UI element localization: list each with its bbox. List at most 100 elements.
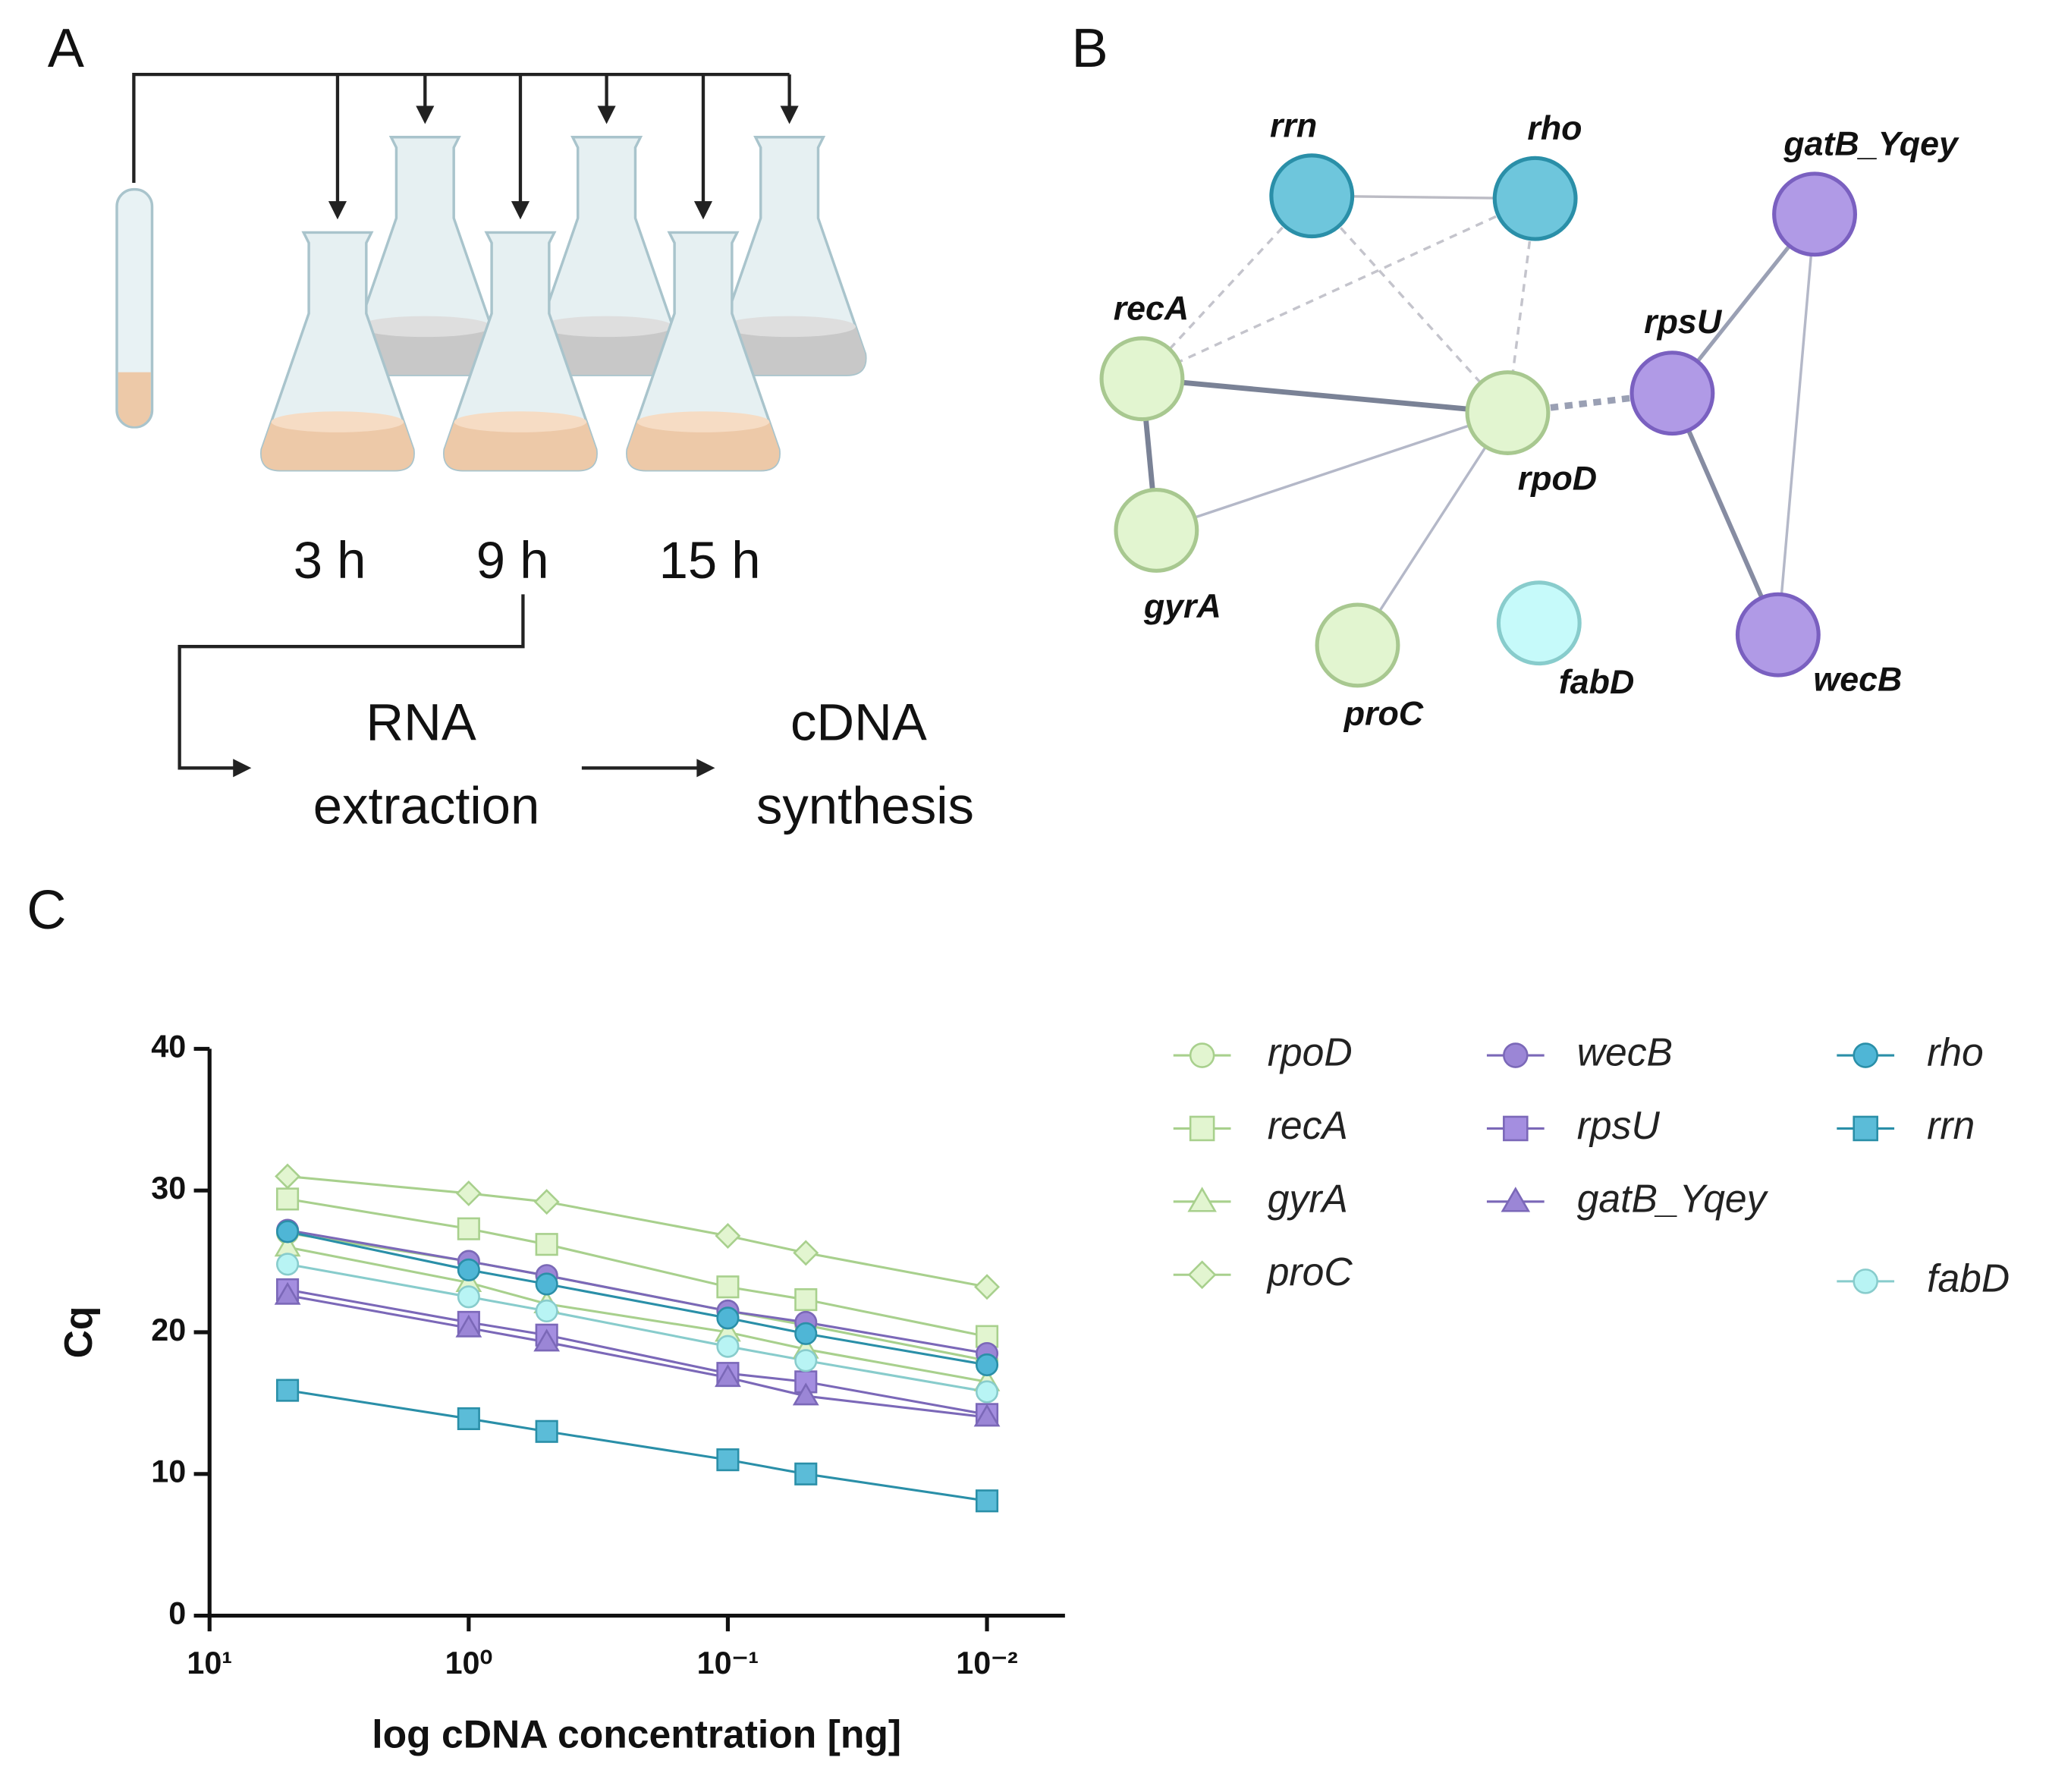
legend-label: rpsU xyxy=(1577,1103,1661,1147)
panel-c: C log cDNA concentration [ng] Cq 0 10 20 30… xyxy=(27,880,2010,1756)
legend-label: rrn xyxy=(1927,1103,1975,1147)
node-label: recA xyxy=(1114,290,1189,328)
marker xyxy=(535,1272,558,1296)
node xyxy=(1772,171,1858,257)
marker xyxy=(1503,1115,1529,1142)
node-label: gyrA xyxy=(1143,587,1221,625)
marker xyxy=(457,1285,480,1309)
legend-label: rho xyxy=(1927,1030,1984,1074)
marker xyxy=(1853,1042,1878,1068)
marker xyxy=(975,1380,999,1404)
liquid-surface xyxy=(636,411,770,432)
node-label: rpsU xyxy=(1644,303,1723,341)
edge xyxy=(1155,411,1509,532)
node xyxy=(1269,153,1355,239)
marker xyxy=(793,1240,819,1266)
node xyxy=(1315,602,1400,688)
marker xyxy=(1503,1042,1529,1068)
marker xyxy=(794,1349,818,1372)
arrow-head xyxy=(328,201,347,220)
series-line xyxy=(287,1294,988,1419)
arrows xyxy=(132,72,790,770)
node-label: rho xyxy=(1527,109,1582,147)
y-tick-label: 10 xyxy=(151,1454,186,1489)
marker xyxy=(974,1274,1001,1300)
legend-label: recA xyxy=(1268,1103,1348,1147)
marker xyxy=(1853,1115,1878,1142)
y-tick-label: 0 xyxy=(168,1596,186,1630)
node xyxy=(1492,156,1578,241)
node xyxy=(1496,580,1582,666)
arrow-head xyxy=(416,105,435,124)
flask-liquid xyxy=(261,422,414,470)
tube-liquid xyxy=(118,372,151,427)
node-label: gatB_Yqey xyxy=(1783,125,1959,163)
panel-b: B rrn rho gatB_Yqey recA rpoD rpsU gyrA proC fab… xyxy=(1071,18,1959,732)
arrow-head xyxy=(693,201,713,220)
node-label: rpoD xyxy=(1518,459,1597,497)
marker xyxy=(276,1220,300,1243)
marker xyxy=(276,1253,300,1276)
time-label: 15 h xyxy=(659,531,761,589)
marker xyxy=(455,1314,482,1338)
step-label: cDNA xyxy=(790,693,927,751)
marker xyxy=(794,1322,818,1345)
marker xyxy=(1501,1187,1531,1212)
marker xyxy=(274,1281,301,1305)
marker xyxy=(457,1217,480,1240)
y-tick-label: 20 xyxy=(151,1313,186,1347)
marker xyxy=(975,1353,999,1377)
node xyxy=(1099,336,1185,422)
node xyxy=(1114,488,1199,573)
legend-label: gyrA xyxy=(1268,1176,1348,1220)
step-label: RNA xyxy=(366,693,476,751)
edge xyxy=(1356,412,1509,646)
legend-label: rpoD xyxy=(1268,1030,1353,1074)
marker xyxy=(973,1404,1001,1427)
arrow-heads xyxy=(233,759,715,778)
marker xyxy=(975,1489,999,1513)
marker xyxy=(1187,1260,1217,1290)
marker xyxy=(1189,1115,1215,1142)
edge xyxy=(1142,376,1508,416)
step-label: synthesis xyxy=(756,777,974,835)
x-tick-label: 10⁰ xyxy=(445,1646,493,1680)
legend-label: gatB_Yqey xyxy=(1577,1176,1769,1220)
flask-liquid xyxy=(349,326,501,376)
liquid-surface xyxy=(454,411,587,432)
node-label: rrn xyxy=(1270,107,1317,145)
y-tick-label: 40 xyxy=(151,1029,186,1064)
series-line xyxy=(287,1230,988,1366)
marker xyxy=(715,1364,741,1388)
node-label: fabD xyxy=(1559,663,1634,701)
liquid-surface xyxy=(723,316,856,338)
node xyxy=(1465,370,1551,455)
arrow-head xyxy=(511,201,530,220)
marker xyxy=(457,1407,480,1431)
liquid-surface xyxy=(540,316,673,338)
edge xyxy=(1310,195,1509,414)
edge xyxy=(1141,197,1536,380)
time-label: 9 h xyxy=(476,531,549,589)
x-axis-label: log cDNA concentration [ng] xyxy=(372,1712,901,1756)
marker xyxy=(457,1258,480,1281)
marker xyxy=(716,1335,740,1358)
marker xyxy=(1189,1042,1215,1068)
marker xyxy=(535,1233,558,1256)
marker xyxy=(275,1163,301,1190)
series-line xyxy=(287,1174,988,1288)
x-tick-label: 10⁻¹ xyxy=(697,1646,759,1680)
y-tick-label: 30 xyxy=(151,1171,186,1206)
arrow-head xyxy=(780,105,799,124)
marker xyxy=(535,1419,558,1443)
panel-label: C xyxy=(27,880,66,941)
series-line xyxy=(287,1288,988,1416)
marker xyxy=(794,1287,818,1312)
time-label: 3 h xyxy=(294,531,366,589)
x-tick-label: 10¹ xyxy=(187,1646,232,1680)
arrow-head xyxy=(597,105,616,124)
legend-label: fabD xyxy=(1927,1256,2010,1300)
marker xyxy=(276,1187,300,1211)
legend-label: proC xyxy=(1266,1250,1353,1294)
